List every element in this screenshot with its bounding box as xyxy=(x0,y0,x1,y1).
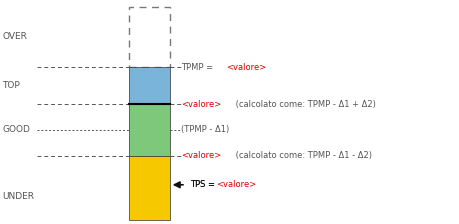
Bar xyxy=(129,67,170,104)
Bar xyxy=(129,156,170,220)
Text: GOOD: GOOD xyxy=(2,125,30,134)
Text: <valore>: <valore> xyxy=(216,180,256,189)
Text: <valore>: <valore> xyxy=(181,151,222,160)
Text: UNDER: UNDER xyxy=(2,192,34,200)
Text: <valore>: <valore> xyxy=(181,100,222,109)
Text: TOP: TOP xyxy=(2,81,20,90)
Text: TPS =: TPS = xyxy=(190,180,218,189)
Bar xyxy=(129,104,170,156)
Text: (calcolato come: TPMP - Δ1 + Δ2): (calcolato come: TPMP - Δ1 + Δ2) xyxy=(233,100,376,109)
Bar xyxy=(129,7,170,67)
Text: TPS =: TPS = xyxy=(190,180,218,189)
Text: OVER: OVER xyxy=(2,32,27,41)
Text: TPMP =: TPMP = xyxy=(181,63,216,72)
Text: <valore>: <valore> xyxy=(226,63,266,72)
Text: (calcolato come: TPMP - Δ1 - Δ2): (calcolato come: TPMP - Δ1 - Δ2) xyxy=(233,151,372,160)
Text: (TPMP - Δ1): (TPMP - Δ1) xyxy=(181,125,230,134)
